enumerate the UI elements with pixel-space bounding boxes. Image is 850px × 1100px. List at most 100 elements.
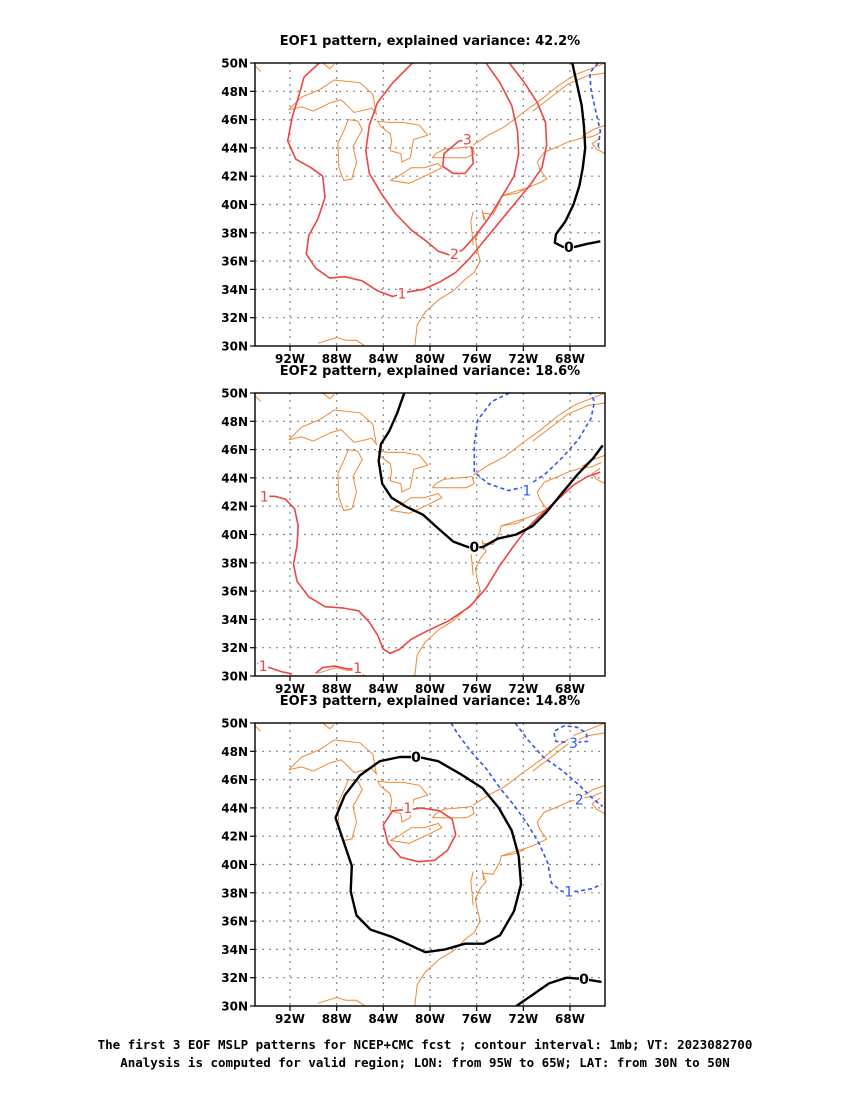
contour-label-bg-1: [258, 659, 269, 674]
y-tick-label-4: 38N: [221, 556, 248, 570]
contour-line-3: [377, 393, 604, 549]
contour-label-bg-3: [469, 540, 480, 555]
y-tick-label-2: 34N: [221, 283, 248, 297]
coastline-lake-superior: [288, 739, 378, 776]
coastline-gulf-coast: [317, 336, 366, 346]
y-tick-label-6: 42N: [221, 500, 248, 514]
coastline-lake-ontario: [431, 475, 475, 489]
x-tick-label-0: 92W: [275, 352, 305, 366]
contour-label-1: 1: [259, 659, 268, 675]
x-tick-label-0: 92W: [275, 682, 305, 696]
y-tick-label-7: 44N: [221, 141, 248, 155]
contour-label-bg-0: [259, 489, 270, 504]
y-tick-label-1: 32N: [221, 641, 248, 655]
y-tick-label-3: 36N: [221, 585, 248, 599]
contour-label-3: 1: [564, 884, 573, 900]
y-tick-label-8: 46N: [221, 113, 248, 127]
coastline-delaware-bay: [482, 540, 485, 551]
contour-line-4: [514, 723, 604, 808]
coastline-long-island: [501, 188, 525, 197]
coastline-lake-huron: [377, 780, 429, 823]
x-tick-label-1: 88W: [322, 682, 352, 696]
y-tick-label-3: 36N: [221, 255, 248, 269]
y-tick-label-10: 50N: [221, 57, 248, 71]
x-tick-label-4: 76W: [462, 1012, 492, 1026]
map-area: 1 1 1 0 1: [255, 393, 605, 677]
coastline-delaware-bay: [482, 870, 485, 881]
x-tick-label-6: 68W: [555, 1012, 585, 1026]
contour-label-bg-4: [521, 483, 532, 498]
contour-label-bg-2: [402, 800, 413, 815]
coastline-lake-nipigon: [322, 393, 335, 400]
panel-1-title: EOF1 pattern, explained variance: 42.2%: [279, 34, 581, 49]
x-tick-label-3: 80W: [415, 352, 445, 366]
y-tick-label-9: 48N: [221, 745, 248, 759]
coastline-long-island: [501, 518, 525, 527]
contour-label-bg-0: [411, 749, 421, 764]
coastline-lake-erie: [390, 822, 443, 844]
coastline-lake-michigan: [337, 779, 363, 841]
x-tick-label-5: 72W: [508, 1012, 538, 1026]
contour-label-bg-2: [462, 132, 473, 147]
contour-line-0: [286, 63, 548, 298]
coastline-lake-ontario: [431, 145, 475, 159]
contour-line-4: [589, 63, 602, 149]
y-tick-label-9: 48N: [221, 85, 248, 99]
x-tick-label-5: 72W: [508, 682, 538, 696]
contour-line-3: [553, 63, 601, 249]
y-tick-label-2: 34N: [221, 613, 248, 627]
coastline-st-lawrence: [472, 63, 605, 146]
contour-label-4: 1: [522, 484, 531, 500]
footer-caption-line-1: The first 3 EOF MSLP patterns for NCEP+C…: [97, 1037, 753, 1052]
coastline-lake-michigan: [337, 449, 363, 511]
x-tick-label-6: 68W: [555, 352, 585, 366]
contour-label-2: 3: [463, 132, 472, 148]
x-tick-label-1: 88W: [322, 1012, 352, 1026]
y-tick-label-5: 40N: [221, 858, 248, 872]
y-tick-label-7: 44N: [221, 801, 248, 815]
coastline-st-lawrence: [472, 723, 605, 806]
x-tick-label-2: 84W: [368, 352, 398, 366]
y-tick-label-7: 44N: [221, 471, 248, 485]
coastline-lake-erie: [390, 162, 443, 184]
contour-label-0: 1: [398, 287, 407, 303]
y-tick-label-6: 42N: [221, 170, 248, 184]
coastline-lake-nipigon: [322, 723, 335, 730]
coastline-st-lawrence: [472, 393, 605, 476]
coastline-gulf-coast: [317, 996, 366, 1006]
contour-label-4: 2: [575, 792, 584, 808]
y-tick-label-1: 32N: [221, 311, 248, 325]
x-tick-label-3: 80W: [415, 1012, 445, 1026]
contour-label-1: 2: [450, 247, 459, 263]
x-tick-label-4: 76W: [462, 352, 492, 366]
y-tick-label-8: 46N: [221, 443, 248, 457]
x-tick-label-6: 68W: [555, 682, 585, 696]
contour-label-5: 3: [569, 736, 578, 752]
contour-label-2: 1: [403, 801, 412, 817]
y-tick-label-0: 30N: [221, 1000, 248, 1014]
coastline-lake-ontario: [431, 805, 475, 819]
contour-label-bg-4: [574, 792, 585, 807]
coastline-atlantic-coast: [414, 461, 602, 676]
contour-label-1: 0: [579, 972, 589, 988]
y-tick-label-4: 38N: [221, 226, 248, 240]
contour-line-0: [334, 755, 523, 954]
y-tick-label-2: 34N: [221, 943, 248, 957]
coastline-atlantic-coast: [414, 131, 602, 346]
eof-panel-2: 1 1 1 0 1 92W 88W 84W 80W 76W 72W 68W 30N 32N 34N 36N 38…: [221, 387, 606, 696]
coastline-lake-nipigon: [322, 63, 335, 70]
coastline-lake-winnipeg-edge: [255, 395, 262, 402]
y-tick-label-6: 42N: [221, 830, 248, 844]
contour-label-2: 1: [353, 661, 362, 677]
coastline-bay-of-fundy: [581, 784, 605, 798]
y-tick-label-1: 32N: [221, 971, 248, 985]
coastline-lake-winnipeg-edge: [255, 725, 262, 732]
contour-line-2: [315, 665, 357, 674]
y-tick-label-0: 30N: [221, 340, 248, 354]
panel-2-title: EOF2 pattern, explained variance: 18.6%: [279, 364, 581, 379]
y-tick-label-8: 46N: [221, 773, 248, 787]
coastline-chesapeake-bay: [470, 871, 474, 906]
y-tick-label-5: 40N: [221, 528, 248, 542]
y-tick-label-9: 48N: [221, 415, 248, 429]
x-tick-label-4: 76W: [462, 682, 492, 696]
